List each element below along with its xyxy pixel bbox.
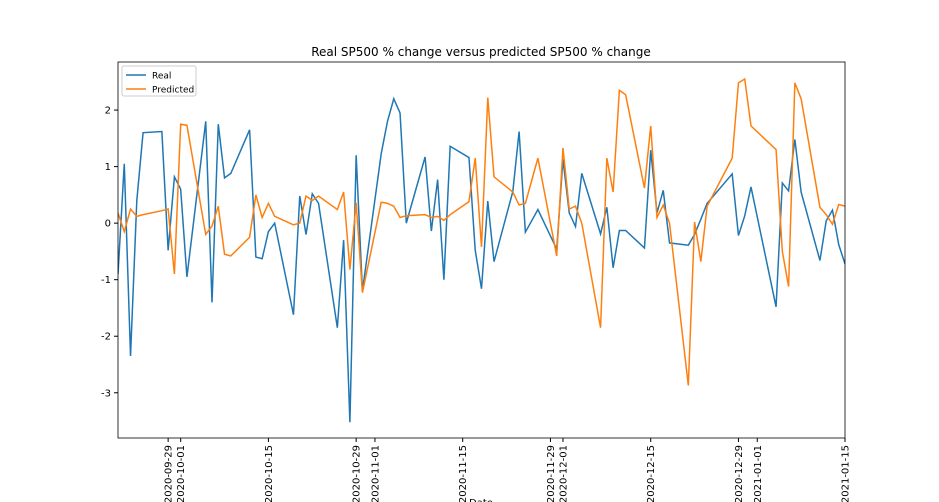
y-tick-label: 1 xyxy=(105,162,111,173)
x-axis-label: Date xyxy=(469,498,493,502)
x-tick-label: 2020-12-01 xyxy=(558,445,569,502)
x-tick-label: 2020-12-29 xyxy=(734,445,745,502)
legend-label: Predicted xyxy=(152,86,194,96)
y-tick-label: -2 xyxy=(101,332,111,343)
plot-area xyxy=(118,77,845,423)
x-tick-label: 2020-10-15 xyxy=(264,445,275,502)
x-tick-label: 2020-10-01 xyxy=(176,445,187,502)
y-tick-label: 0 xyxy=(105,219,111,230)
x-tick-label: 2020-10-29 xyxy=(352,445,363,502)
x-tick-label: 2020-12-15 xyxy=(646,445,657,502)
y-tick-label: -3 xyxy=(101,388,111,399)
series-line xyxy=(118,77,845,386)
axes-frame xyxy=(117,61,846,439)
x-tick-label: 2020-09-29 xyxy=(164,445,175,502)
x-tick-label: 2021-01-01 xyxy=(753,445,764,502)
x-tick-label: 2020-11-15 xyxy=(458,445,469,502)
y-tick-label: -1 xyxy=(101,275,111,286)
chart-title: Real SP500 % change versus predicted SP5… xyxy=(311,45,650,59)
x-tick-label: 2020-11-29 xyxy=(546,445,557,502)
legend-label: Real xyxy=(152,72,171,82)
y-tick-label: 2 xyxy=(105,106,111,117)
x-tick-label: 2021-01-15 xyxy=(841,445,852,502)
series-line xyxy=(118,96,845,423)
x-tick-label: 2020-11-01 xyxy=(370,445,381,502)
